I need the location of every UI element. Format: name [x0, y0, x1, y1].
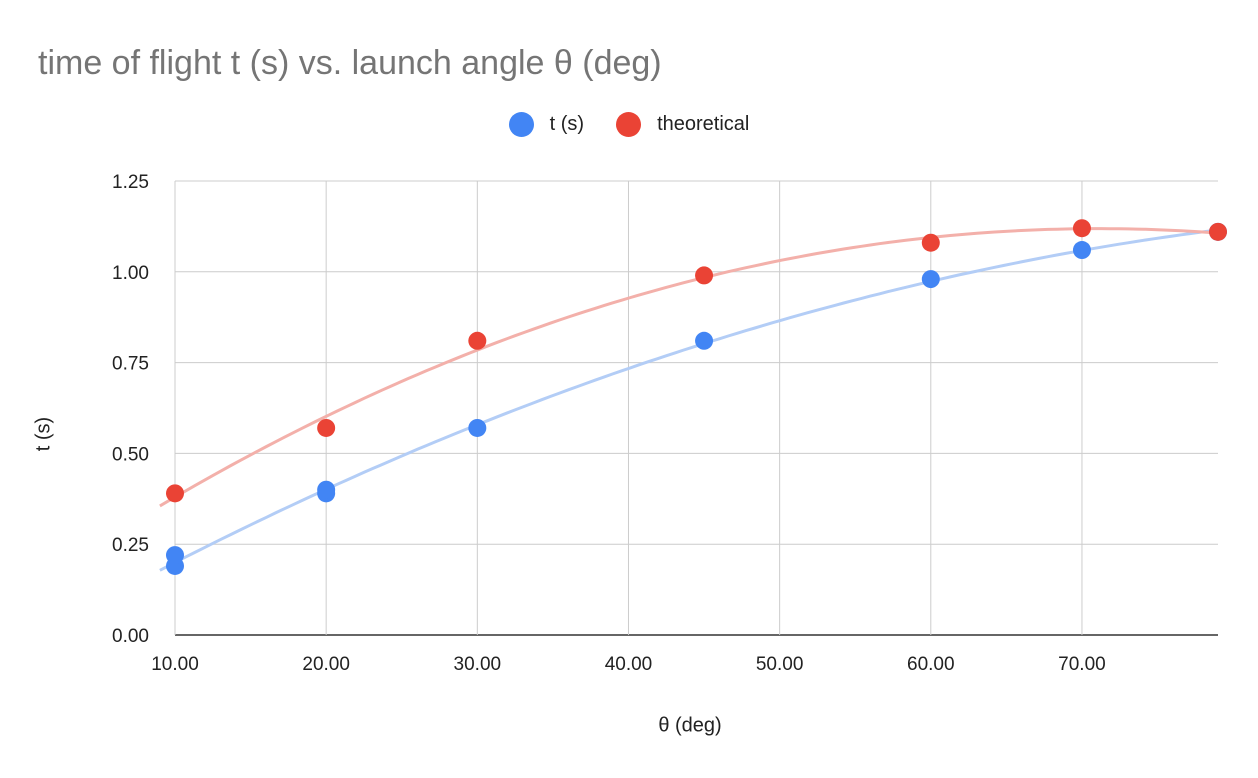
x-tick-label: 10.00	[151, 654, 199, 675]
grid	[174, 180, 1218, 636]
y-tick-label: 1.00	[112, 263, 149, 284]
legend-marker-t	[508, 112, 534, 137]
x-tick-label: 20.00	[302, 654, 350, 675]
x-tick-label: 60.00	[907, 654, 955, 675]
data-point-theoretical[interactable]	[921, 233, 940, 252]
y-tick-label: 0.00	[112, 626, 149, 647]
y-tick-label: 0.50	[112, 444, 149, 465]
y-tick-label: 0.25	[112, 535, 149, 556]
data-point-theoretical[interactable]	[695, 266, 714, 285]
data-point-theoretical[interactable]	[317, 418, 336, 437]
y-tick-label: 1.25	[112, 172, 149, 193]
legend-item-t[interactable]: t (s)	[508, 112, 585, 137]
legend-item-theoretical[interactable]: theoretical	[616, 112, 749, 137]
x-tick-label: 70.00	[1058, 654, 1106, 675]
data-point-ts[interactable]	[317, 480, 336, 499]
data-point-theoretical[interactable]	[1209, 222, 1227, 241]
data-point-ts[interactable]	[1072, 241, 1091, 260]
data-point-ts[interactable]	[468, 418, 487, 437]
trendlines	[159, 227, 1226, 572]
data-points	[166, 219, 1227, 575]
trendline-theoretical	[159, 227, 1226, 508]
data-point-ts[interactable]	[695, 331, 714, 350]
tick-labels: 0.00 0.25 0.50 0.75 1.00 1.25 10.00 20.00 30.00 4…	[112, 172, 1106, 675]
trendline-ts	[159, 227, 1226, 572]
x-tick-label: 30.00	[454, 654, 502, 675]
y-axis-label: t (s)	[32, 416, 55, 452]
legend-label-t: t (s)	[549, 113, 585, 135]
x-tick-label: 40.00	[605, 654, 653, 675]
x-tick-label: 50.00	[756, 654, 804, 675]
legend: t (s) theoretical	[0, 112, 1258, 137]
data-point-theoretical[interactable]	[468, 331, 487, 350]
data-point-ts[interactable]	[921, 270, 940, 289]
data-point-theoretical[interactable]	[166, 484, 184, 503]
data-point-ts[interactable]	[166, 546, 184, 565]
data-point-theoretical[interactable]	[1072, 219, 1091, 238]
y-tick-label: 0.75	[112, 354, 149, 375]
legend-marker-theoretical	[616, 112, 642, 137]
chart-title: time of flight t (s) vs. launch angle θ …	[38, 44, 662, 82]
x-axis-label: θ (deg)	[658, 714, 722, 737]
legend-label-theoretical: theoretical	[657, 113, 750, 135]
